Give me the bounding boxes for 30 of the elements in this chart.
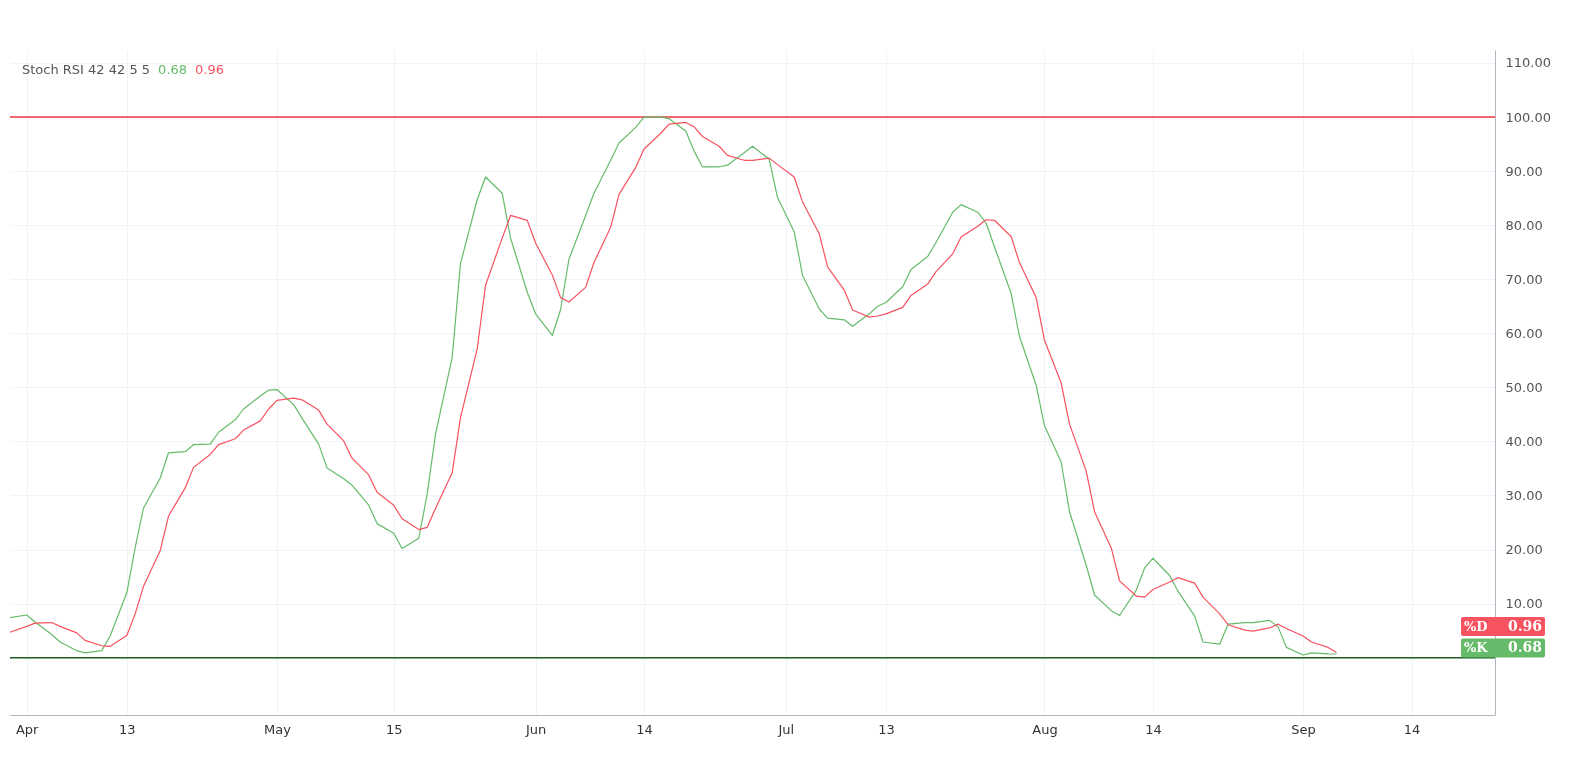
text: Stoch RSI 42 42 5 5 xyxy=(22,62,151,77)
y-tick-label: 30.00 xyxy=(1505,488,1543,503)
annotation: 0.68 xyxy=(158,62,188,77)
y-tick-label: 50.00 xyxy=(1505,379,1543,395)
y-tick-label: 60.00 xyxy=(1505,325,1543,341)
text: 0.68 xyxy=(1507,639,1542,656)
y-tick-label: 100.00 xyxy=(1505,109,1551,125)
text: 0.96 xyxy=(1507,617,1542,634)
x-tick-label: Aug xyxy=(1032,721,1058,737)
y-tick-label: 80.00 xyxy=(1505,217,1543,233)
x-tick-label: 14 xyxy=(1145,721,1162,737)
x-tick-label: 13 xyxy=(878,721,895,737)
y-tick-label: 90.00 xyxy=(1505,163,1543,179)
x-tick-label: Jul xyxy=(777,721,795,737)
y-tick-label: 70.00 xyxy=(1505,271,1543,287)
x-tick-label: 14 xyxy=(1403,721,1421,737)
y-tick-label: 40.00 xyxy=(1505,433,1543,449)
text: %K xyxy=(1464,640,1489,656)
x-tick-label: Apr xyxy=(15,721,40,737)
x-tick-label: 15 xyxy=(385,721,403,737)
x-tick-label: 13 xyxy=(119,721,136,737)
x-tick-label: Jun xyxy=(524,721,547,737)
annotation: 0.96 xyxy=(195,62,225,77)
y-tick-label: 110.00 xyxy=(1505,55,1551,71)
y-tick-label: 20.00 xyxy=(1505,542,1543,558)
text: %D xyxy=(1464,618,1488,634)
y-tick-label: 10.00 xyxy=(1505,596,1543,612)
x-tick-label: Sep xyxy=(1291,721,1316,737)
x-tick-label: May xyxy=(264,721,292,737)
x-tick-label: 14 xyxy=(636,721,653,737)
